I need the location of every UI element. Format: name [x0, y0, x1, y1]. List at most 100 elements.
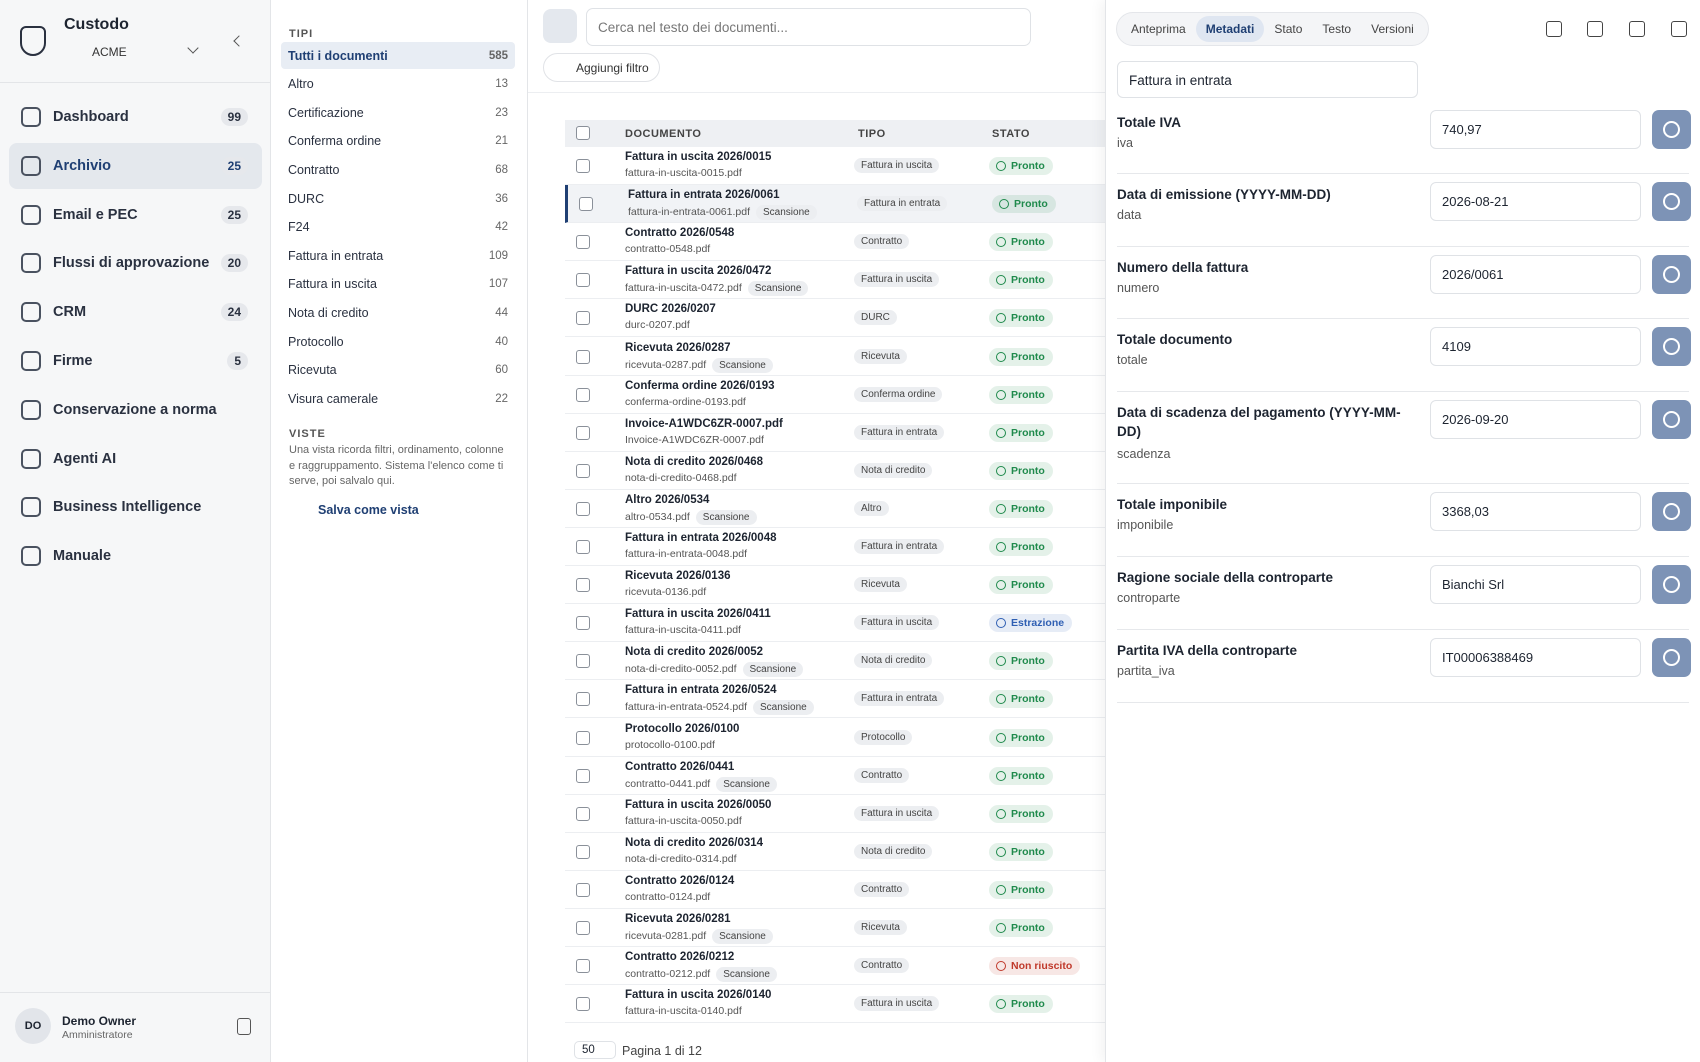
- checkbox[interactable]: [579, 197, 593, 212]
- confirm-button[interactable]: [1652, 565, 1691, 604]
- logout[interactable]: [237, 1018, 251, 1035]
- checkbox[interactable]: [576, 235, 590, 250]
- nav-item[interactable]: Firme 5: [9, 338, 262, 384]
- nav-item[interactable]: Agenti AI: [9, 436, 262, 482]
- checkbox[interactable]: [576, 501, 590, 516]
- table-row[interactable]: Fattura in uscita 2026/0411 fattura-in-us…: [565, 604, 1105, 643]
- org[interactable]: ACME: [92, 45, 127, 59]
- tab[interactable]: Metadati: [1195, 16, 1265, 42]
- table-row[interactable]: Fattura in uscita 2026/0015 fattura-in-us…: [565, 147, 1105, 185]
- table-row[interactable]: Contratto 2026/0124 contratto-0124.pdf Con…: [565, 871, 1105, 909]
- type-item[interactable]: DURC 36: [281, 185, 515, 212]
- column-header[interactable]: DOCUMENTO: [625, 128, 702, 140]
- checkbox[interactable]: [576, 844, 590, 859]
- type-item[interactable]: Altro 13: [281, 71, 515, 98]
- checkbox[interactable]: [576, 311, 590, 326]
- confirm-button[interactable]: [1652, 255, 1691, 294]
- field-input[interactable]: 4109: [1430, 327, 1641, 366]
- type-item[interactable]: Protocollo 40: [281, 328, 515, 355]
- nav-item[interactable]: CRM 24: [9, 289, 262, 335]
- field-input[interactable]: 2026-08-21: [1430, 182, 1641, 221]
- toolbar-icon[interactable]: [1587, 21, 1603, 37]
- doc-type-select[interactable]: Fattura in entrata: [1117, 61, 1418, 98]
- checkbox[interactable]: [576, 349, 590, 364]
- checkbox[interactable]: [576, 425, 590, 440]
- type-item[interactable]: Fattura in uscita 107: [281, 271, 515, 298]
- nav-item[interactable]: Archivio 25: [9, 142, 262, 189]
- toolbar-icon[interactable]: [1671, 21, 1687, 37]
- table-row[interactable]: Ricevuta 2026/0136 ricevuta-0136.pdf Ricev…: [565, 566, 1105, 605]
- add-filter[interactable]: Aggiungi filtro: [543, 53, 660, 82]
- nav-item[interactable]: Business Intelligence: [9, 484, 262, 530]
- checkbox[interactable]: [576, 273, 590, 288]
- table-row[interactable]: Ricevuta 2026/0281 ricevuta-0281.pdf Scans…: [565, 909, 1105, 947]
- table-row[interactable]: Invoice-A1WDC6ZR-0007.pdf Invoice-A1WDC6Z…: [565, 414, 1105, 452]
- table-row[interactable]: Altro 2026/0534 altro-0534.pdf Scansione Al…: [565, 490, 1105, 528]
- table-row[interactable]: Contratto 2026/0212 contratto-0212.pdf Sca…: [565, 947, 1105, 986]
- table-row[interactable]: Contratto 2026/0548 contratto-0548.pdf Con…: [565, 223, 1105, 262]
- search-box[interactable]: Cerca nel testo dei documenti...: [586, 8, 1031, 46]
- field-input[interactable]: 2026-09-20: [1430, 400, 1641, 439]
- field-input[interactable]: 3368,03: [1430, 492, 1641, 531]
- menu-button[interactable]: [543, 9, 577, 43]
- table-row[interactable]: Fattura in entrata 2026/0061 fattura-in-e…: [565, 185, 1105, 224]
- table-row[interactable]: Protocollo 2026/0100 protocollo-0100.pdf P…: [565, 719, 1105, 757]
- checkbox[interactable]: [576, 882, 590, 897]
- type-item[interactable]: Conferma ordine 21: [281, 128, 515, 155]
- tab[interactable]: Testo: [1322, 22, 1352, 36]
- checkbox[interactable]: [576, 463, 590, 478]
- confirm-button[interactable]: [1652, 492, 1691, 531]
- type-item[interactable]: Ricevuta 60: [281, 357, 515, 384]
- checkbox[interactable]: [576, 540, 590, 554]
- field-input[interactable]: IT00006388469: [1430, 638, 1641, 677]
- type-item[interactable]: Contratto 68: [281, 156, 515, 183]
- type-item[interactable]: Tutti i documenti 585: [281, 42, 515, 69]
- column-header[interactable]: STATO: [992, 128, 1030, 140]
- column-header[interactable]: TIPO: [858, 128, 886, 140]
- type-item[interactable]: F24 42: [281, 214, 515, 241]
- type-item[interactable]: Nota di credito 44: [281, 299, 515, 326]
- checkbox[interactable]: [576, 768, 590, 783]
- checkbox[interactable]: [576, 616, 590, 631]
- nav-item[interactable]: Dashboard 99: [9, 94, 262, 140]
- type-item[interactable]: Visura camerale 22: [281, 385, 515, 412]
- checkbox[interactable]: [576, 806, 590, 821]
- toolbar-icon[interactable]: [1629, 21, 1645, 37]
- table-row[interactable]: Ricevuta 2026/0287 ricevuta-0287.pdf Scans…: [565, 338, 1105, 376]
- checkbox[interactable]: [576, 692, 590, 707]
- nav-item[interactable]: Manuale: [9, 533, 262, 579]
- table-row[interactable]: DURC 2026/0207 durc-0207.pdf DURC Pronto: [565, 299, 1105, 338]
- table-row[interactable]: Nota di credito 2026/0314 nota-di-credito…: [565, 833, 1105, 871]
- checkbox[interactable]: [576, 997, 590, 1012]
- field-input[interactable]: 2026/0061: [1430, 255, 1641, 294]
- checkbox[interactable]: [576, 730, 590, 745]
- confirm-button[interactable]: [1652, 182, 1691, 221]
- nav-item[interactable]: Conservazione a norma: [9, 387, 262, 433]
- table-row[interactable]: Conferma ordine 2026/0193 conferma-ordine…: [565, 376, 1105, 414]
- table-row[interactable]: Nota di credito 2026/0468 nota-di-credito…: [565, 452, 1105, 490]
- checkbox[interactable]: [576, 159, 590, 173]
- checkbox[interactable]: [576, 387, 590, 402]
- nav-item[interactable]: Email e PEC 25: [9, 192, 262, 238]
- tab[interactable]: Anteprima: [1131, 22, 1186, 36]
- table-row[interactable]: Fattura in entrata 2026/0048 fattura-in-e…: [565, 528, 1105, 566]
- table-row[interactable]: Contratto 2026/0441 contratto-0441.pdf Sca…: [565, 757, 1105, 795]
- checkbox[interactable]: [576, 654, 590, 669]
- confirm-button[interactable]: [1652, 327, 1691, 366]
- type-item[interactable]: Certificazione 23: [281, 99, 515, 126]
- toolbar-icon[interactable]: [1546, 21, 1562, 37]
- page-size[interactable]: 50: [574, 1041, 616, 1059]
- table-row[interactable]: Fattura in uscita 2026/0140 fattura-in-us…: [565, 985, 1105, 1024]
- collapse[interactable]: [233, 35, 245, 47]
- nav-item[interactable]: Flussi di approvazione 20: [9, 240, 262, 286]
- checkbox[interactable]: [576, 578, 590, 593]
- save-view[interactable]: Salva come vista: [318, 503, 419, 517]
- table-row[interactable]: Fattura in uscita 2026/0472 fattura-in-us…: [565, 261, 1105, 300]
- confirm-button[interactable]: [1652, 400, 1691, 439]
- checkbox[interactable]: [576, 126, 590, 140]
- confirm-button[interactable]: [1652, 110, 1691, 149]
- type-item[interactable]: Fattura in entrata 109: [281, 242, 515, 269]
- table-row[interactable]: Fattura in entrata 2026/0524 fattura-in-e…: [565, 680, 1105, 719]
- confirm-button[interactable]: [1652, 638, 1691, 677]
- tab[interactable]: Versioni: [1371, 22, 1414, 36]
